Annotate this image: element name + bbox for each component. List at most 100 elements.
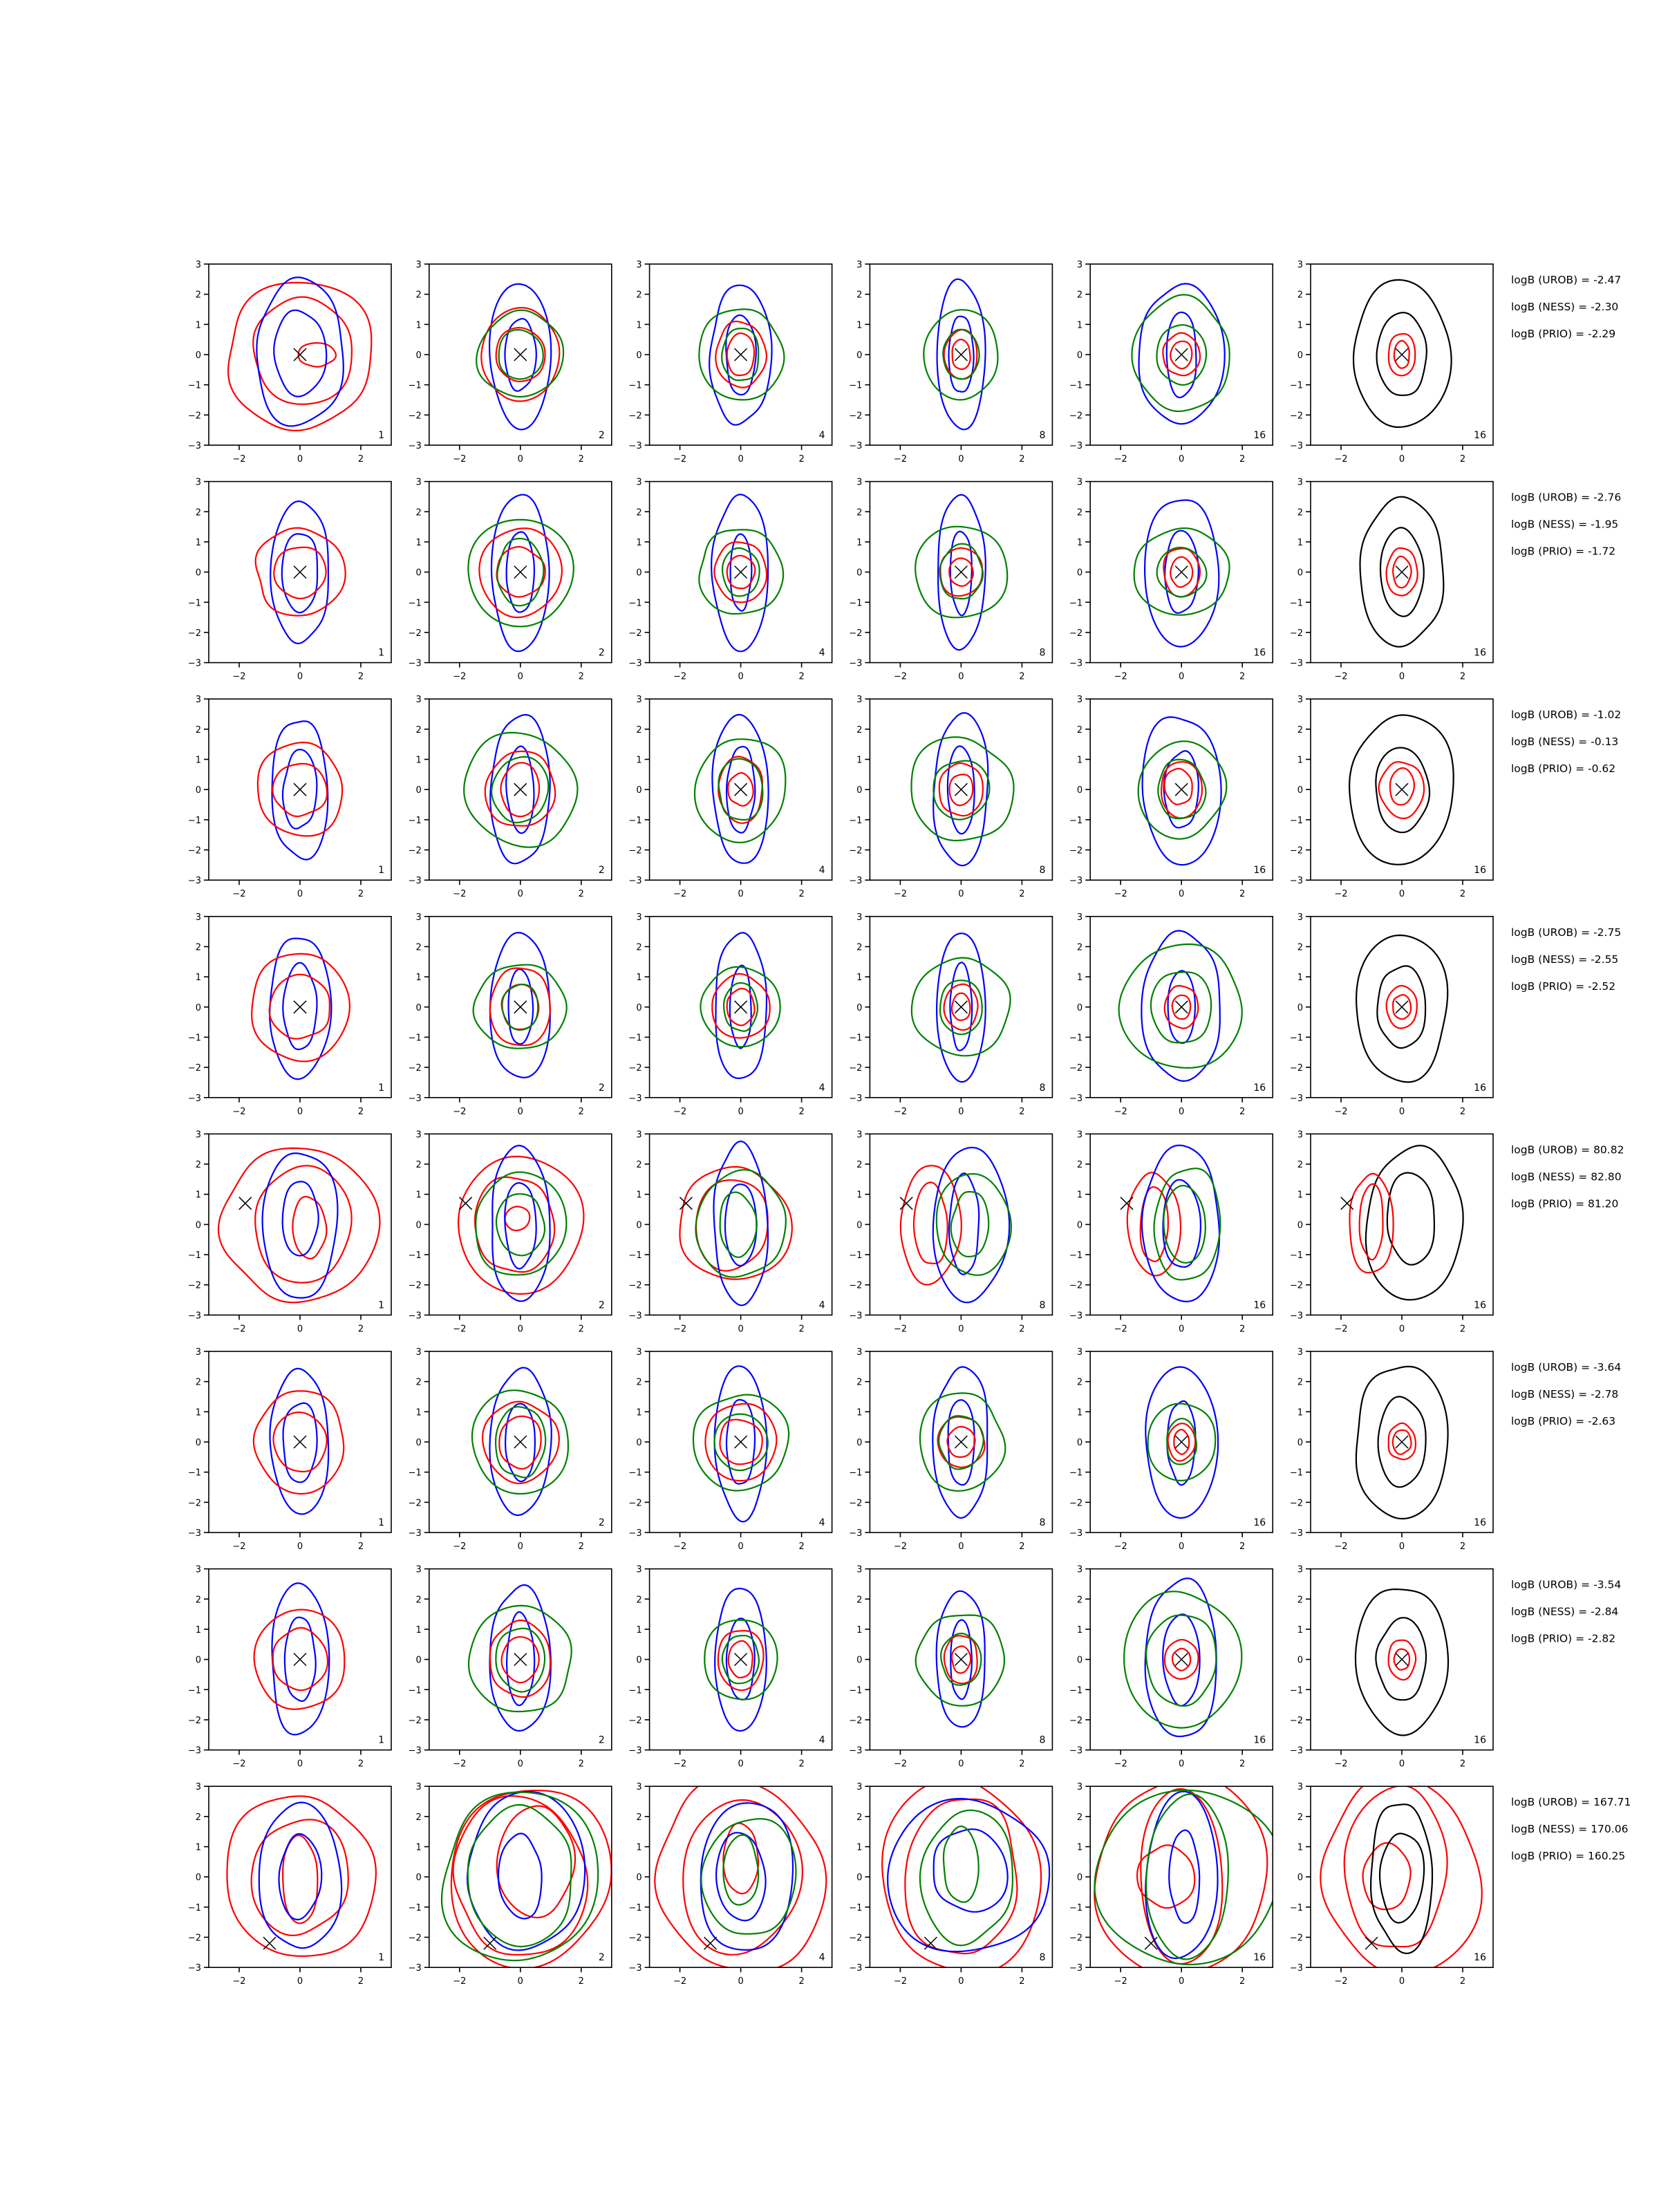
y-tick-label: 1: [856, 1190, 862, 1201]
y-tick-label: 3: [1077, 1347, 1082, 1358]
y-tick-label: 0: [196, 568, 201, 579]
y-tick-label: −2: [628, 1716, 641, 1726]
subplot-r5-c4: −2 0 2 −3 −2 −1 0 1 2 3 8: [849, 1130, 1053, 1334]
y-tick-label: −2: [188, 628, 201, 639]
y-tick-label: 0: [856, 568, 862, 579]
contour-line-green: [495, 1406, 547, 1479]
y-tick-label: 3: [636, 478, 641, 488]
true-value-marker: [459, 1197, 473, 1210]
y-tick-label: −3: [1069, 1746, 1082, 1756]
axes-frame: [1310, 1133, 1494, 1316]
x-tick-label: 2: [1460, 1759, 1465, 1770]
y-tick-label: 3: [856, 695, 862, 705]
contour-line-blue: [932, 1366, 988, 1519]
y-tick-label: 1: [1297, 1190, 1303, 1201]
y-tick-label: 0: [1077, 1873, 1082, 1883]
x-tick-label: −2: [232, 1107, 245, 1117]
contour-group: [1320, 1786, 1483, 1968]
x-tick-label: 0: [297, 1107, 303, 1117]
subplot-r4-c3: −2 0 2 −3 −2 −1 0 1 2 3 4: [628, 912, 833, 1117]
logb-annotations-row-2: logB (UROB) = -2.76 logB (NESS) = -1.95 lo…: [1511, 491, 1621, 558]
y-tick-label: 1: [196, 1843, 201, 1853]
y-tick-label: −2: [849, 1716, 862, 1726]
y-tick-label: −1: [849, 1685, 862, 1696]
y-tick-label: −2: [628, 846, 641, 856]
contour-line-green: [1145, 1793, 1230, 1960]
panel-count-label: 1: [378, 865, 384, 876]
x-tick-label: 0: [958, 1541, 964, 1552]
contour-line-red: [1389, 767, 1415, 806]
y-tick-label: −2: [1290, 1498, 1303, 1508]
subplot-r4-c6: −2 0 2 −3 −2 −1 0 1 2 3 16: [1290, 912, 1494, 1117]
contour-line-blue: [1162, 1613, 1201, 1707]
x-tick-label: 2: [358, 1324, 364, 1334]
y-tick-label: −2: [1290, 1063, 1303, 1074]
y-tick-label: −2: [409, 846, 422, 856]
contour-line-red: [272, 762, 328, 818]
contour-line-blue: [497, 1833, 543, 1920]
y-tick-label: 3: [856, 260, 862, 270]
contour-line-green: [722, 547, 760, 597]
logb-annotations-row-4: logB (UROB) = -2.75 logB (NESS) = -2.55 lo…: [1511, 926, 1621, 993]
y-tick-label: 3: [636, 912, 641, 923]
y-tick-label: −3: [188, 1746, 201, 1756]
y-tick-label: 3: [636, 1565, 641, 1575]
contour-group: [698, 284, 785, 426]
y-tick-label: 1: [196, 1407, 201, 1418]
x-tick-label: 2: [1019, 1107, 1024, 1117]
x-tick-label: 2: [1019, 1324, 1024, 1334]
logb-annotation: logB (PRIO) = -2.29: [1511, 328, 1615, 340]
contour-group: [1145, 1366, 1219, 1519]
x-tick-label: −2: [232, 1541, 245, 1552]
true-value-marker: [1174, 1435, 1188, 1449]
contour-line-blue: [711, 494, 769, 653]
contour-line-blue: [936, 278, 986, 431]
y-tick-label: −2: [849, 846, 862, 856]
y-tick-label: −1: [188, 816, 201, 826]
y-tick-label: 2: [196, 1812, 201, 1823]
contour-line-green: [700, 1818, 797, 1935]
y-tick-label: 2: [1077, 725, 1082, 735]
contour-line-blue: [507, 968, 534, 1045]
y-tick-label: 1: [636, 1407, 641, 1418]
y-tick-label: −1: [1069, 1468, 1082, 1479]
subplot-r2-c2: −2 0 2 −3 −2 −1 0 1 2 3 2: [409, 478, 612, 682]
contour-line-red: [478, 527, 563, 619]
y-tick-label: 0: [1077, 1438, 1082, 1448]
x-tick-label: 2: [1019, 1541, 1024, 1552]
contour-line-black: [1359, 496, 1445, 648]
x-tick-label: 0: [738, 889, 743, 899]
contour-line-blue: [1168, 1829, 1201, 1924]
y-tick-label: −1: [409, 816, 422, 826]
y-tick-label: −2: [1290, 628, 1303, 639]
contour-line-green: [942, 328, 980, 380]
y-tick-label: −2: [409, 1716, 422, 1726]
y-tick-label: 0: [1077, 1220, 1082, 1230]
contour-line-black: [1376, 965, 1427, 1049]
contour-line-blue: [504, 318, 537, 392]
x-tick-label: 2: [579, 672, 584, 682]
y-tick-label: −3: [1290, 1528, 1303, 1539]
y-tick-label: 2: [416, 290, 422, 301]
contour-line-green: [693, 738, 787, 843]
subplot-r8-c4: −2 0 2 −3 −2 −1 0 1 2 3 8: [849, 1782, 1053, 1987]
y-tick-label: −2: [628, 628, 641, 639]
y-tick-label: 1: [1297, 538, 1303, 548]
true-value-marker: [1174, 782, 1188, 796]
y-tick-label: −2: [628, 1498, 641, 1508]
y-tick-label: 0: [1297, 785, 1303, 796]
y-tick-label: −1: [409, 381, 422, 391]
contour-group: [1349, 1145, 1464, 1301]
x-tick-label: 0: [958, 1759, 964, 1770]
contour-line-blue: [489, 713, 551, 865]
y-tick-label: −3: [1069, 1094, 1082, 1104]
y-tick-label: −2: [409, 1063, 422, 1074]
contour-line-black: [1365, 1145, 1464, 1301]
y-tick-label: −3: [849, 1094, 862, 1104]
contour-group: [251, 937, 351, 1080]
contour-line-red: [268, 973, 330, 1040]
y-tick-label: −2: [188, 1281, 201, 1291]
subplot-r5-c6: −2 0 2 −3 −2 −1 0 1 2 3 16: [1290, 1130, 1494, 1334]
x-tick-label: −2: [673, 672, 686, 682]
contour-line-red: [495, 326, 546, 382]
